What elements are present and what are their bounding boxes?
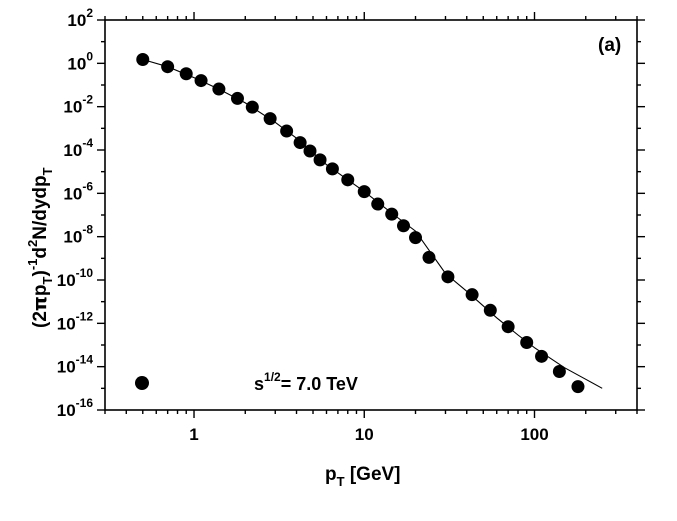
x-tick-label: 10 — [355, 425, 374, 444]
data-point — [483, 303, 497, 317]
data-point — [357, 185, 371, 199]
y-tick-label: 10-10 — [57, 266, 94, 290]
legend-label: s1/2= 7.0 TeV — [254, 370, 358, 394]
data-point — [303, 144, 317, 158]
y-tick-label: 10-4 — [63, 136, 93, 160]
x-tick-label: 100 — [520, 425, 548, 444]
data-point — [341, 173, 355, 187]
svg-text:(2πpT)-1d2N/dydpT: (2πpT)-1d2N/dydpT — [25, 167, 55, 328]
data-point — [396, 219, 410, 233]
data-point — [136, 53, 150, 67]
y-tick-label: 100 — [67, 49, 93, 73]
data-point — [535, 349, 549, 363]
x-axis-title: pT [GeV] — [325, 464, 401, 489]
data-point — [179, 67, 193, 81]
panel-label: (a) — [598, 35, 621, 56]
data-point — [325, 162, 339, 176]
y-tick-label: 10-16 — [57, 396, 94, 420]
data-point — [501, 320, 515, 334]
x-tick-label: 1 — [189, 425, 198, 444]
data-point — [245, 100, 259, 114]
data-point — [230, 91, 244, 105]
data-point — [194, 74, 208, 88]
legend-marker — [135, 376, 149, 390]
data-point — [422, 250, 436, 264]
data-point — [280, 124, 294, 138]
data-point — [293, 136, 307, 150]
data-point — [212, 82, 226, 96]
data-point — [552, 364, 566, 378]
y-tick-label: 10-14 — [57, 353, 94, 377]
data-point — [385, 207, 399, 221]
data-point — [371, 197, 385, 211]
data-point — [313, 153, 327, 167]
axes-layer: 1 10 100 102 100 10-2 10-4 10-6 10-8 10-10 10-12 10… — [57, 6, 645, 444]
data-point — [161, 60, 175, 74]
y-axis-title: (2πpT)-1d2N/dydpT — [25, 167, 55, 328]
y-tick-label: 10-8 — [63, 223, 93, 247]
data-point — [571, 380, 585, 394]
y-tick-label: 10-12 — [57, 309, 94, 333]
y-tick-label: 10-2 — [63, 93, 93, 117]
y-tick-label: 102 — [67, 6, 93, 30]
data-point — [465, 288, 479, 302]
data-points-layer — [136, 53, 585, 394]
data-point — [520, 336, 534, 350]
data-point — [409, 231, 423, 245]
y-tick-label: 10-6 — [63, 179, 93, 203]
data-point — [263, 112, 277, 126]
data-point — [441, 270, 455, 284]
